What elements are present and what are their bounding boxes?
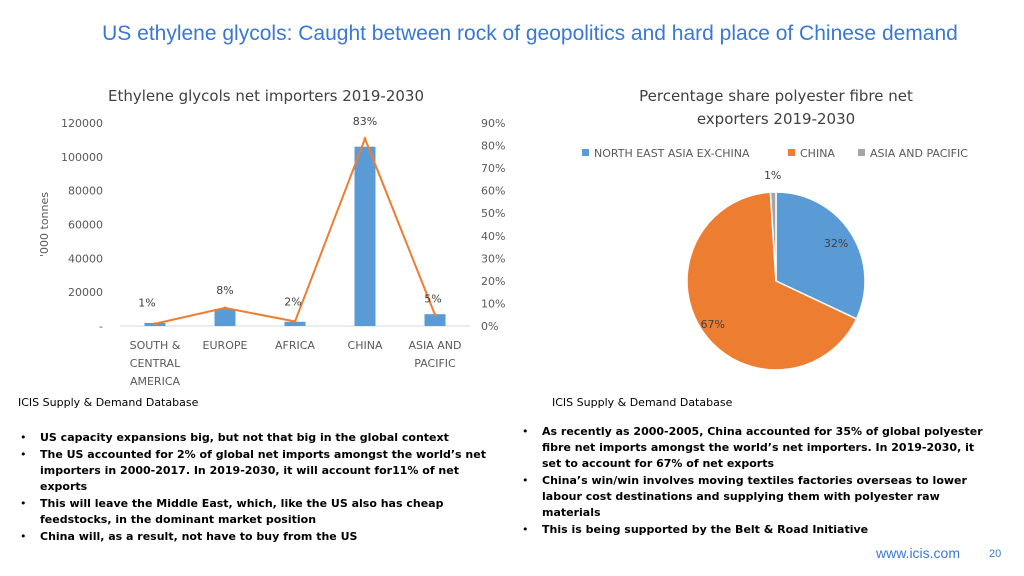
y-tick-label: 80000 [68,185,103,198]
chart-title: Percentage share polyester fibre net [639,87,913,105]
legend-label: NORTH EAST ASIA EX-CHINA [594,147,750,160]
y-tick-label: - [99,320,103,333]
y2-tick-label: 80% [481,140,505,153]
bar [424,314,446,326]
pie-slice [769,191,777,282]
pie-data-label: 32% [824,237,848,250]
y2-tick-label: 20% [481,275,505,288]
polyester-share-pie-chart: Percentage share polyester fibre net expo… [582,87,968,371]
footer-url[interactable]: www.icis.com [876,545,961,561]
bar [284,321,306,326]
right-bullet: As recently as 2000-2005, China accounte… [518,424,988,472]
data-label: 5% [424,293,441,306]
pie-data-label: 67% [700,318,724,331]
page-number: 20 [989,548,1002,560]
legend-swatch [858,149,865,156]
legend-label: ASIA AND PACIFIC [870,147,968,160]
y-axis-label: '000 tonnes [38,192,51,257]
right-source-note: ICIS Supply & Demand Database [552,396,733,409]
y-tick-label: 100000 [61,151,103,164]
pie-data-label: 1% [764,169,781,182]
x-tick-label: AFRICA [275,339,315,352]
y2-tick-label: 0% [481,320,498,333]
slide-title: US ethylene glycols: Caught between rock… [102,22,958,45]
line-point [153,322,157,326]
x-tick-label: CENTRAL [130,357,181,370]
data-label: 1% [138,297,155,310]
line-point [433,313,437,317]
y2-tick-label: 50% [481,207,505,220]
y2-tick-label: 70% [481,162,505,175]
legend-swatch [788,149,795,156]
chart-title: Ethylene glycols net importers 2019-2030 [108,87,424,105]
data-label: 2% [284,295,301,308]
y-tick-label: 20000 [68,286,103,299]
line-point [363,137,367,141]
y-tick-label: 120000 [61,117,103,130]
left-bullet: US capacity expansions big, but not that… [16,430,486,446]
left-source-note: ICIS Supply & Demand Database [18,396,199,409]
right-bullet-list: As recently as 2000-2005, China accounte… [518,424,988,539]
x-tick-label: CHINA [348,339,383,352]
right-bullet: This is being supported by the Belt & Ro… [518,522,988,538]
x-tick-label: AMERICA [130,375,181,388]
legend-label: CHINA [800,147,835,160]
x-tick-label: EUROPE [203,339,248,352]
y-tick-label: 60000 [68,219,103,232]
left-bullet: The US accounted for 2% of global net im… [16,447,486,495]
chart-title: exporters 2019-2030 [697,110,855,128]
pie-slice [775,191,866,320]
y2-tick-label: 40% [481,230,505,243]
data-label: 83% [353,115,377,128]
line-point [293,319,297,323]
y2-tick-label: 30% [481,252,505,265]
left-bullet: China will, as a result, not have to buy… [16,529,486,545]
y2-tick-label: 60% [481,185,505,198]
y2-tick-label: 10% [481,297,505,310]
line-point [223,306,227,310]
right-bullet: China’s win/win involves moving textiles… [518,473,988,521]
bar [354,146,376,326]
y2-tick-label: 90% [481,117,505,130]
left-bullet-list: US capacity expansions big, but not that… [16,430,486,546]
bar [214,309,236,326]
y-tick-label: 40000 [68,252,103,265]
x-tick-label: PACIFIC [414,357,456,370]
legend-swatch [582,149,589,156]
ethylene-glycols-combo-chart: Ethylene glycols net importers 2019-2030… [38,87,505,388]
x-tick-label: ASIA AND [409,339,462,352]
data-label: 8% [216,284,233,297]
left-bullet: This will leave the Middle East, which, … [16,496,486,528]
pie-slice [686,191,858,371]
x-tick-label: SOUTH & [130,339,181,352]
